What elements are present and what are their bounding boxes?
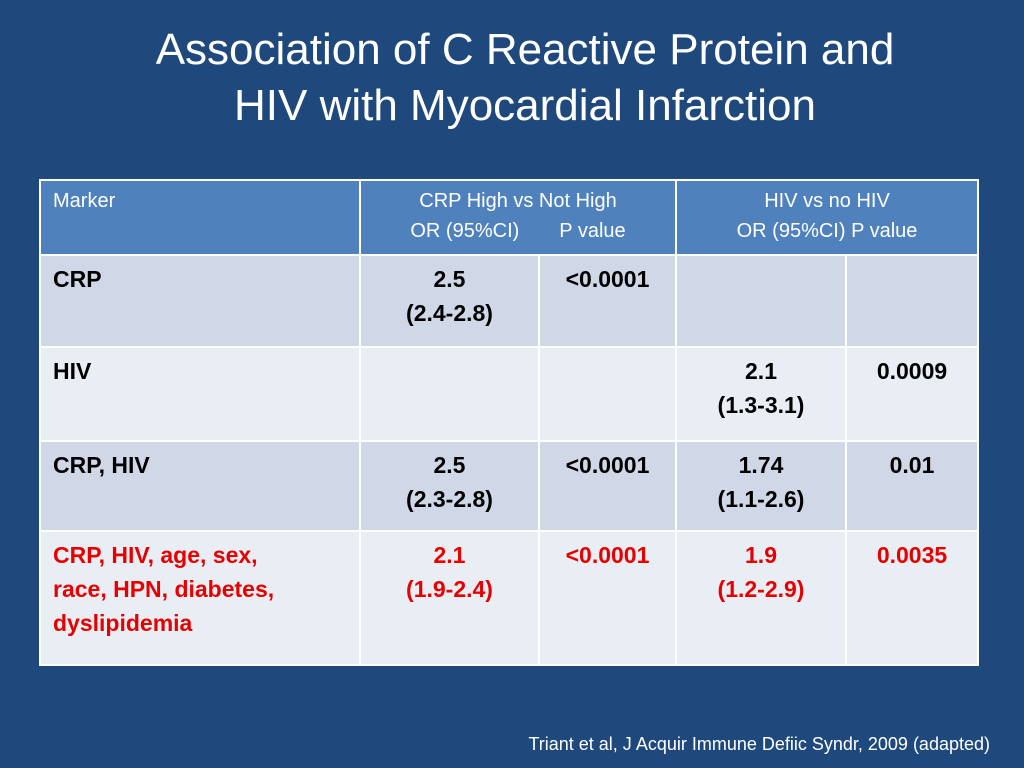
crp-or-value: 2.1: [433, 542, 466, 568]
table-row: HIV 2.1 (1.3-3.1) 0.0009: [39, 346, 980, 442]
hiv-or-cell: 2.1 (1.3-3.1): [675, 346, 848, 442]
slide-title-line-1: Association of C Reactive Protein and: [155, 25, 895, 74]
slide-title: Association of C Reactive Protein and HI…: [60, 22, 990, 134]
header-crp: CRP High vs Not High OR (95%CI) P value: [358, 179, 678, 256]
header-crp-sub: OR (95%CI) P value: [373, 216, 663, 246]
crp-ci-value: (2.3-2.8): [406, 486, 493, 512]
hiv-p-cell: 0.01: [845, 440, 980, 532]
hiv-p-cell: [845, 254, 980, 348]
crp-or-value: 2.5: [433, 452, 466, 478]
row-marker: CRP, HIV: [39, 440, 361, 532]
crp-or-cell: 2.1 (1.9-2.4): [359, 530, 540, 666]
hiv-or-value: 1.74: [738, 452, 784, 478]
row-marker: HIV: [39, 346, 361, 442]
crp-or-cell: 2.5 (2.3-2.8): [359, 440, 540, 532]
hiv-ci-value: (1.1-2.6): [717, 486, 805, 512]
crp-ci-value: (2.4-2.8): [406, 300, 493, 326]
crp-or-value: 2.5: [433, 266, 466, 292]
hiv-or-value: 2.1: [745, 358, 777, 384]
table-row: CRP 2.5 (2.4-2.8) <0.0001: [39, 254, 980, 348]
header-crp-title: CRP High vs Not High: [419, 190, 617, 212]
table-row-highlighted: CRP, HIV, age, sex, race, HPN, diabetes,…: [39, 530, 980, 666]
row-marker-line-1: CRP, HIV, age, sex,: [53, 542, 258, 568]
hiv-p-cell: 0.0009: [845, 346, 980, 442]
table-row: CRP, HIV 2.5 (2.3-2.8) <0.0001 1.74 (1.1…: [39, 440, 980, 532]
crp-p-cell: [537, 346, 678, 442]
hiv-or-value: 1.9: [745, 542, 777, 568]
hiv-or-cell: [675, 254, 848, 348]
row-marker: CRP: [39, 254, 361, 348]
row-marker: CRP, HIV, age, sex, race, HPN, diabetes,…: [39, 530, 361, 666]
hiv-ci-value: (1.3-3.1): [717, 392, 805, 418]
row-marker-line-2: race, HPN, diabetes,: [53, 576, 275, 602]
crp-p-cell: <0.0001: [537, 254, 678, 348]
header-hiv-sub: OR (95%CI) P value: [736, 220, 918, 242]
crp-or-cell: [359, 346, 540, 442]
crp-p-cell: <0.0001: [537, 440, 678, 532]
hiv-or-cell: 1.74 (1.1-2.6): [675, 440, 848, 532]
crp-or-cell: 2.5 (2.4-2.8): [359, 254, 540, 348]
slide-title-line-2: HIV with Myocardial Infarction: [234, 81, 816, 130]
hiv-or-cell: 1.9 (1.2-2.9): [675, 530, 848, 666]
citation: Triant et al, J Acquir Immune Defiic Syn…: [528, 734, 990, 754]
header-crp-or: OR (95%CI): [410, 220, 520, 242]
table-header-row: Marker CRP High vs Not High OR (95%CI) P …: [39, 179, 980, 256]
crp-ci-value: (1.9-2.4): [406, 576, 493, 602]
header-crp-p: P value: [559, 220, 626, 242]
header-marker: Marker: [39, 179, 361, 256]
row-marker-line-3: dyslipidemia: [53, 610, 193, 636]
header-hiv: HIV vs no HIV OR (95%CI) P value: [675, 179, 980, 256]
header-hiv-title: HIV vs no HIV: [764, 190, 890, 212]
hiv-p-cell: 0.0035: [845, 530, 980, 666]
results-table: Marker CRP High vs Not High OR (95%CI) P …: [39, 179, 980, 666]
crp-p-cell: <0.0001: [537, 530, 678, 666]
hiv-ci-value: (1.2-2.9): [717, 576, 805, 602]
